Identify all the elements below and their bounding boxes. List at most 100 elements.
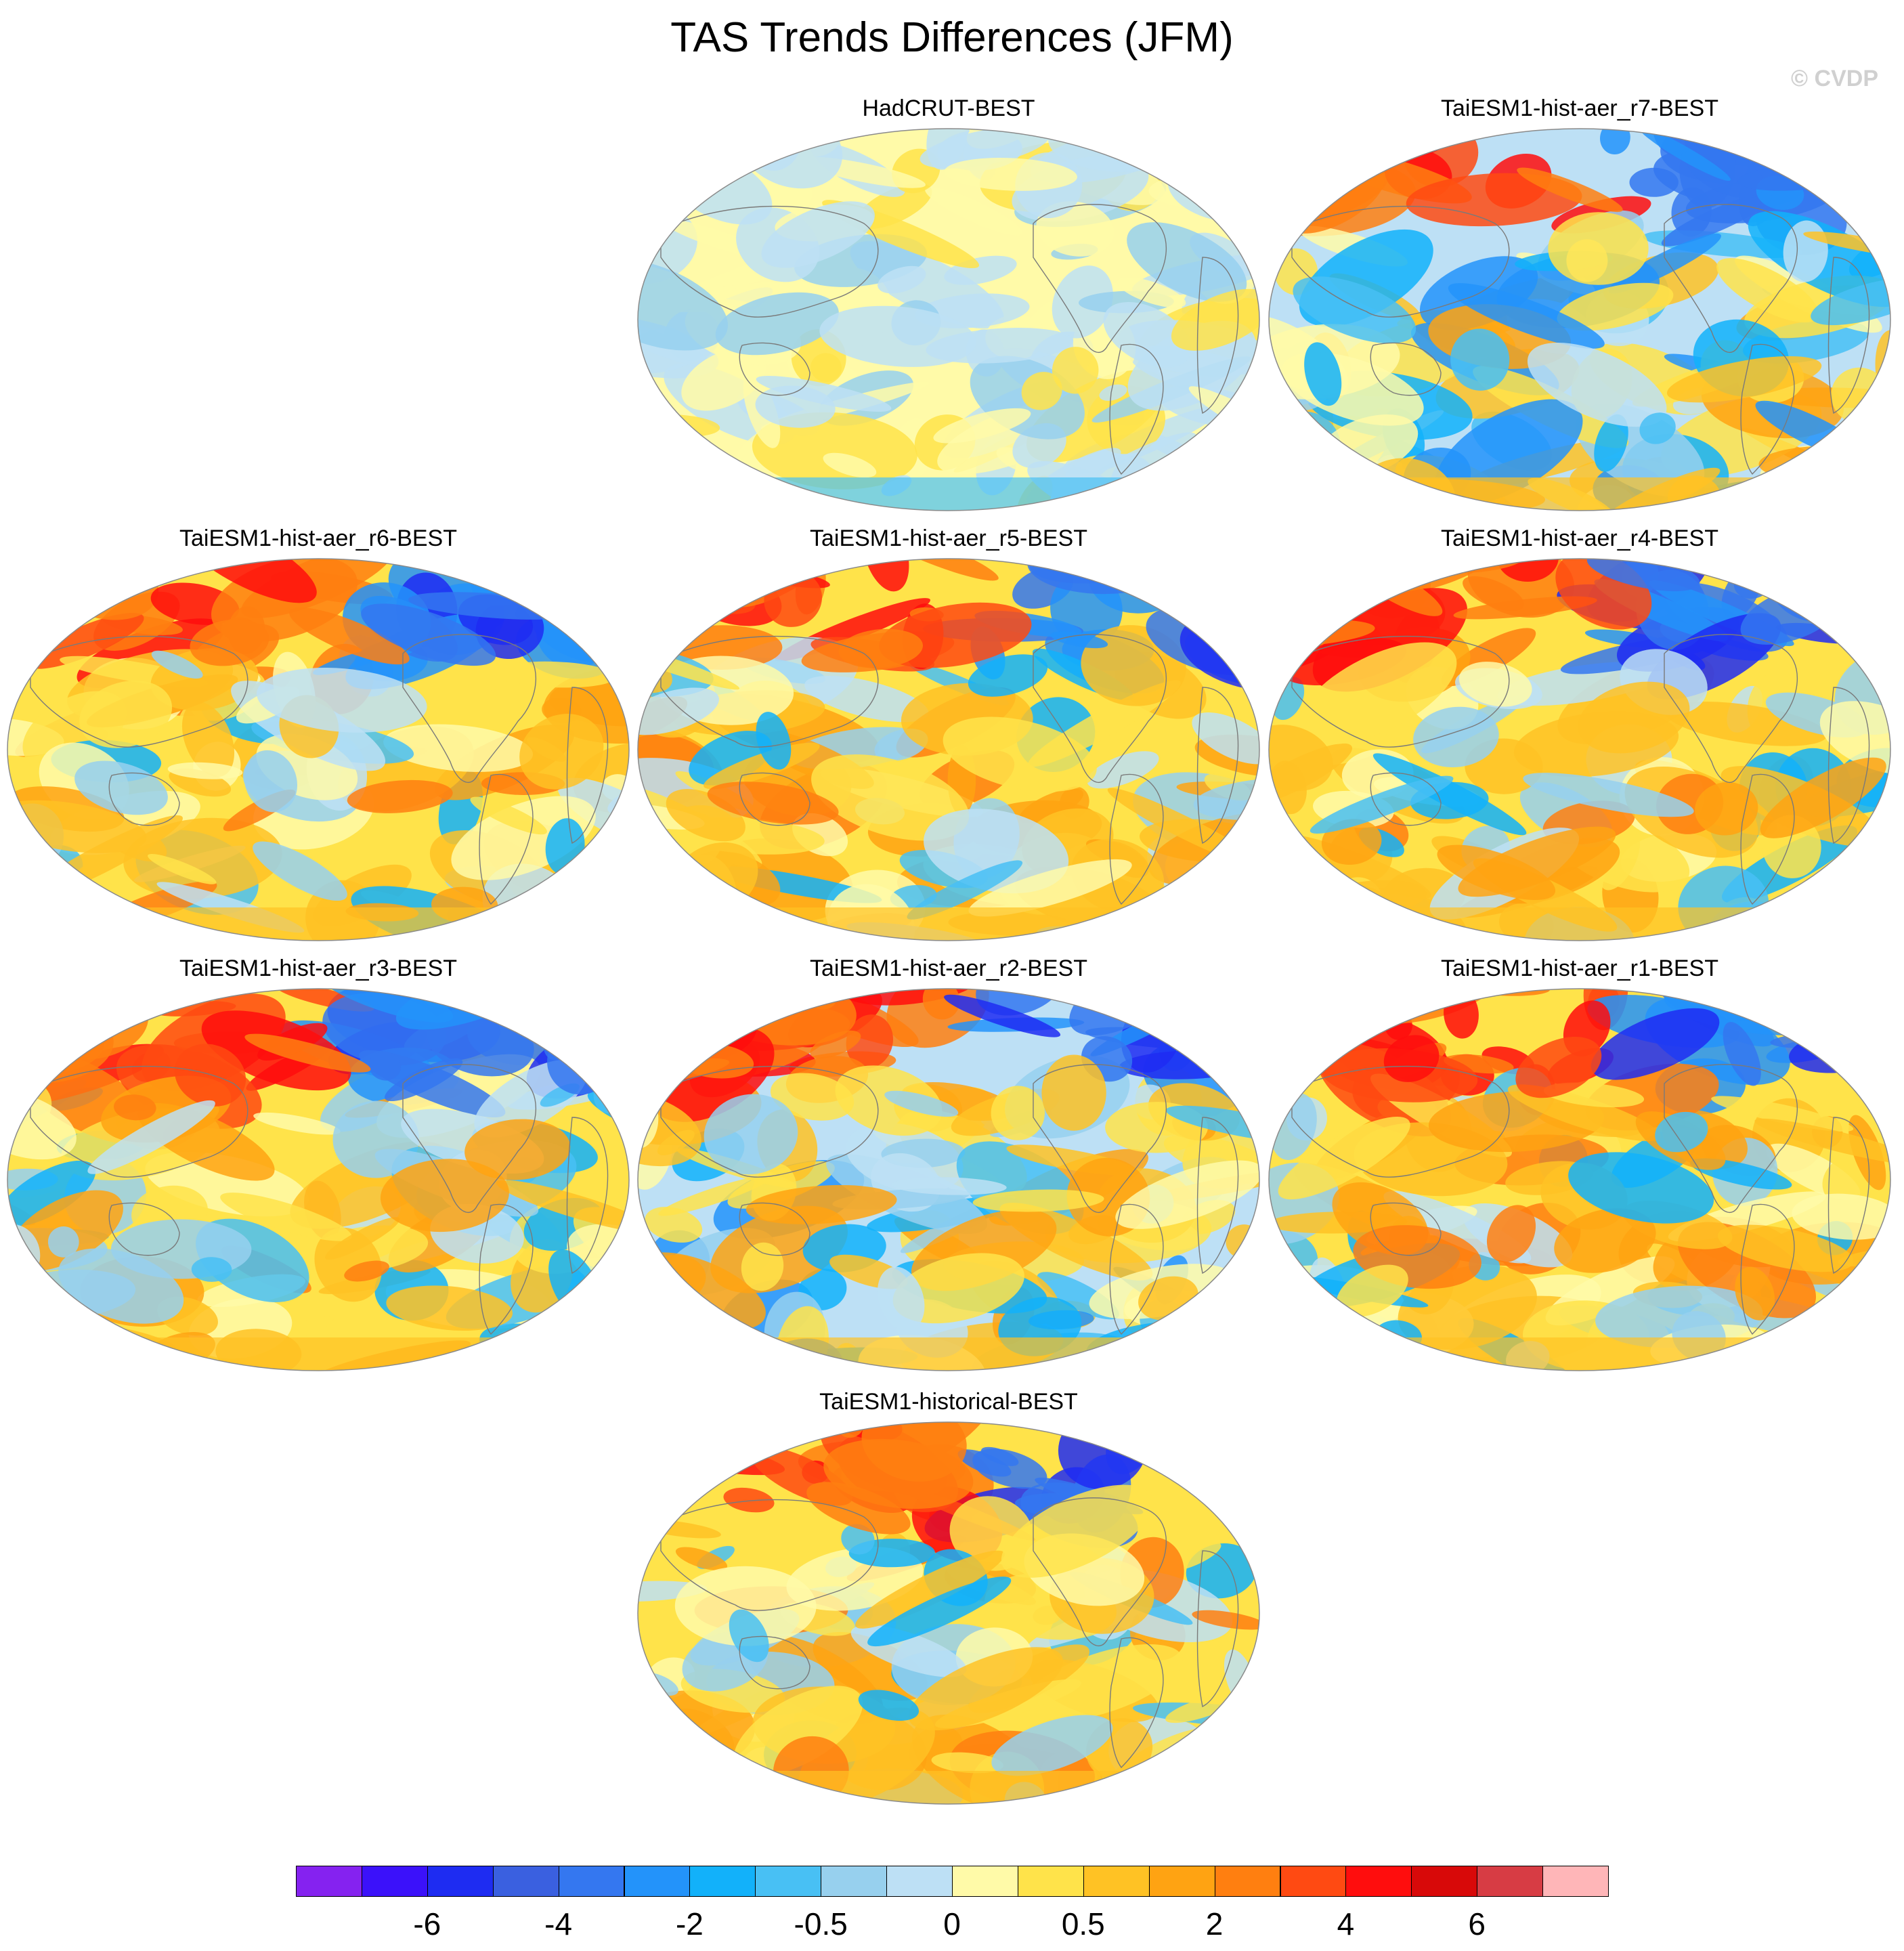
anomaly-contour <box>253 1112 341 1135</box>
anomaly-contour <box>28 989 101 1032</box>
anomaly-contour <box>1269 129 1326 175</box>
cvdp-watermark: © CVDP <box>1791 66 1878 91</box>
anomaly-contour <box>1486 1205 1536 1263</box>
anomaly-contour <box>1638 129 1731 181</box>
coastline <box>660 1065 879 1178</box>
coastline <box>1196 1117 1239 1274</box>
anomaly-contour <box>1117 277 1186 308</box>
anomaly-contour <box>1143 129 1218 149</box>
anomaly-contour <box>704 481 763 511</box>
anomaly-contour <box>7 989 81 1048</box>
anomaly-contour <box>1717 1224 1854 1272</box>
colorbar-swatch <box>1214 1866 1281 1897</box>
panel-historical-best: TaiESM1-historical-BEST <box>634 1388 1263 1808</box>
anomaly-contour <box>1320 560 1391 591</box>
anomaly-contour <box>462 660 508 691</box>
coastline <box>1291 1065 1510 1178</box>
anomaly-contour <box>968 859 1132 917</box>
anomaly-contour <box>976 989 1064 1016</box>
anomaly-contour <box>1202 1422 1230 1433</box>
anomaly-contour <box>1458 662 1532 707</box>
anomaly-contour <box>1349 918 1438 941</box>
anomaly-contour <box>1001 1484 1154 1578</box>
anomaly-contour <box>522 907 599 941</box>
anomaly-contour <box>924 809 1069 894</box>
anomaly-contour <box>1298 1349 1395 1371</box>
anomaly-contour <box>1299 642 1457 745</box>
panel-title: TaiESM1-hist-aer_r3-BEST <box>179 956 457 981</box>
anomaly-contour <box>991 1715 1113 1776</box>
anomaly-contour <box>933 408 1031 444</box>
anomaly-contour <box>638 999 747 1034</box>
anomaly-contour <box>1629 167 1679 197</box>
anomaly-contour <box>1661 193 1773 246</box>
anomaly-contour <box>755 385 836 428</box>
panel-title: TaiESM1-hist-aer_r1-BEST <box>1440 956 1718 981</box>
anomaly-contour <box>1310 775 1454 834</box>
anomaly-contour <box>7 911 31 941</box>
anomaly-contour <box>7 1160 96 1227</box>
colorbar-swatch <box>952 1866 1018 1897</box>
colorbar-tick-label: -6 <box>413 1906 441 1942</box>
anomaly-contour <box>674 1566 817 1646</box>
anomaly-contour <box>1171 288 1259 351</box>
panel-hadcrut-best: HadCRUT-BEST <box>634 95 1263 515</box>
anomaly-contour <box>638 559 712 600</box>
antarctic-region <box>1269 907 1890 941</box>
anomaly-contour <box>1406 559 1439 580</box>
anomaly-contour <box>1020 1644 1183 1722</box>
anomaly-contour <box>713 129 771 144</box>
anomaly-contour <box>1228 612 1259 644</box>
anomaly-contour <box>1450 328 1510 391</box>
anomaly-contour <box>1099 384 1127 401</box>
panel-title: TaiESM1-hist-aer_r5-BEST <box>809 526 1087 551</box>
anomaly-contour <box>220 1193 352 1241</box>
anomaly-contour <box>253 841 347 901</box>
coastline <box>660 1499 879 1611</box>
anomaly-contour <box>745 1184 897 1224</box>
antarctic-region <box>638 1337 1259 1371</box>
global-map <box>7 558 630 941</box>
antarctic-region <box>638 477 1259 511</box>
anomaly-contour <box>944 994 1061 1037</box>
anomaly-contour <box>658 1175 771 1216</box>
anomaly-contour <box>58 1248 184 1324</box>
anomaly-contour <box>1723 1022 1761 1086</box>
anomaly-contour <box>931 1752 1004 1774</box>
anomaly-contour <box>1813 494 1890 511</box>
anomaly-contour <box>386 1285 513 1331</box>
map-border <box>1268 128 1891 511</box>
anomaly-contour <box>861 1422 967 1482</box>
panel-title: TaiESM1-hist-aer_r2-BEST <box>809 956 1087 981</box>
map-border <box>1268 988 1891 1371</box>
anomaly-contour <box>151 650 203 679</box>
anomaly-contour <box>761 201 875 268</box>
anomaly-contour <box>347 779 453 813</box>
colorbar-swatch <box>886 1866 953 1897</box>
coastline <box>739 1635 810 1690</box>
coastline <box>1196 1550 1239 1708</box>
coastline <box>1740 773 1795 905</box>
anomaly-contour <box>557 559 607 619</box>
colorbar-swatch <box>1148 1866 1215 1897</box>
colorbar-swatch <box>689 1866 756 1897</box>
anomaly-contour <box>638 157 676 235</box>
anomaly-contour <box>1666 356 1822 403</box>
panel-title: TaiESM1-historical-BEST <box>819 1389 1078 1415</box>
coastline <box>1033 204 1167 353</box>
anomaly-contour <box>638 471 672 511</box>
colorbar-swatch <box>1542 1866 1609 1897</box>
coastline <box>566 1117 609 1274</box>
coastline <box>1196 687 1239 844</box>
anomaly-contour <box>1752 916 1890 939</box>
anomaly-contour <box>1278 1117 1410 1200</box>
map-border <box>637 558 1260 941</box>
anomaly-contour <box>1599 830 1641 891</box>
anomaly-contour <box>943 716 1097 792</box>
colorbar-tick-label: 2 <box>1205 1906 1224 1942</box>
anomaly-contour <box>7 989 54 1029</box>
anomaly-contour <box>519 714 604 790</box>
global-map <box>637 1421 1260 1805</box>
anomaly-contour <box>1096 129 1175 144</box>
anomaly-contour <box>752 412 917 490</box>
